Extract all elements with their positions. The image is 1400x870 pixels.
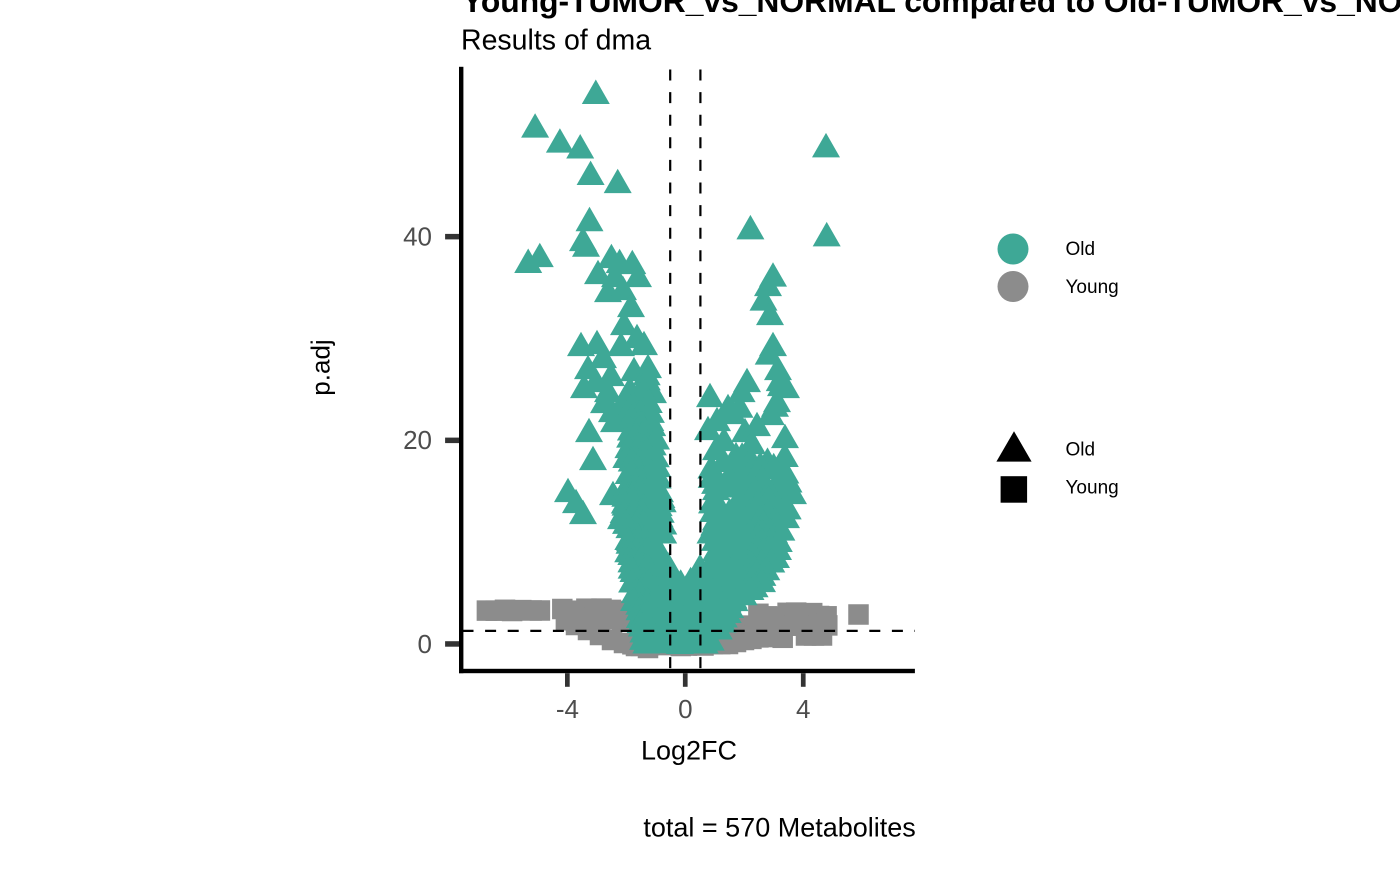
svg-text:Results of dma: Results of dma: [461, 25, 651, 57]
svg-text:4: 4: [796, 694, 810, 724]
svg-text:20: 20: [403, 425, 432, 455]
svg-text:-4: -4: [556, 694, 579, 724]
svg-text:Log2FC: Log2FC: [641, 736, 737, 766]
svg-text:40: 40: [403, 222, 432, 252]
svg-text:p.adj: p.adj: [306, 339, 336, 395]
svg-text:Young: Young: [1066, 478, 1119, 499]
svg-text:Old: Old: [1066, 440, 1096, 461]
svg-text:0: 0: [418, 629, 432, 659]
svg-text:Young: Young: [1066, 277, 1119, 298]
svg-text:total = 570 Metabolites: total = 570 Metabolites: [643, 813, 915, 843]
svg-text:0: 0: [678, 694, 692, 724]
svg-text:Old: Old: [1066, 239, 1096, 260]
svg-text:Young-TUMOR_vs_NORMAL compared: Young-TUMOR_vs_NORMAL compared to Old-TU…: [462, 0, 1400, 19]
